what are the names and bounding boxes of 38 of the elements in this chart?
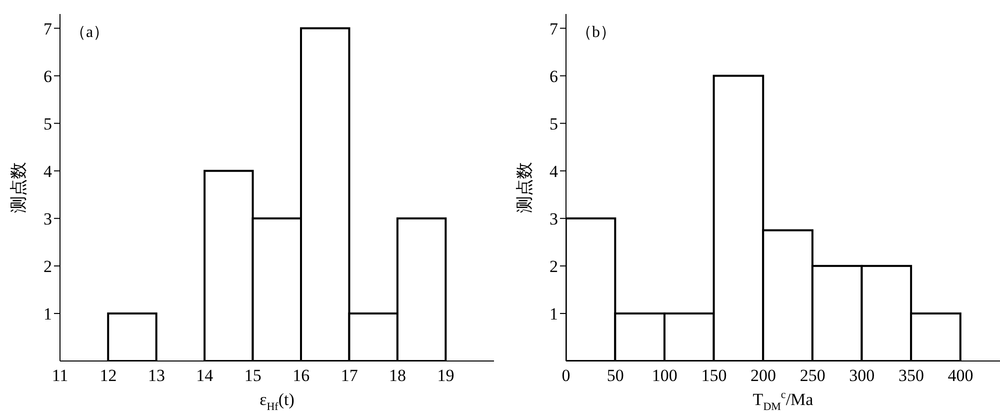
x-tick-label: 13 <box>148 366 165 386</box>
x-axis-title: ε$_{Hf}$(t) <box>260 390 294 413</box>
y-tick-label: 7 <box>44 19 52 38</box>
y-axis-title: 测点数 <box>515 162 534 213</box>
y-tick-label: 2 <box>44 256 52 276</box>
y-tick-label: 1 <box>550 304 558 324</box>
x-tick-label: 250 <box>800 366 826 386</box>
x-tick-label: 11 <box>52 366 68 386</box>
y-tick-label: 2 <box>550 256 558 276</box>
annotation: （a） <box>70 23 110 43</box>
y-tick-label: 3 <box>44 209 52 228</box>
y-tick-label: 5 <box>44 114 52 134</box>
x-tick-label: 16 <box>292 366 310 386</box>
y-tick-label: 6 <box>44 66 52 86</box>
y-tick-label: 4 <box>44 162 52 181</box>
x-tick-label: 0 <box>562 366 570 386</box>
x-tick-label: 19 <box>437 366 454 386</box>
x-tick-label: 18 <box>389 366 406 386</box>
x-tick-label: 50 <box>606 366 624 386</box>
x-tick-label: 15 <box>244 366 262 386</box>
y-axis-title: 测点数 <box>9 162 28 213</box>
x-tick-label: 350 <box>898 366 924 386</box>
x-tick-label: 100 <box>652 366 678 386</box>
x-tick-label: 400 <box>948 366 974 386</box>
y-tick-label: 7 <box>550 19 558 38</box>
x-tick-label: 300 <box>849 366 875 386</box>
y-tick-label: 3 <box>550 209 558 228</box>
annotation: （b） <box>576 23 616 43</box>
x-tick-label: 12 <box>100 366 117 386</box>
y-tick-label: 4 <box>550 162 558 181</box>
x-axis-title: T$_{DM}$$^{c}$/Ma <box>752 389 814 413</box>
x-tick-label: 150 <box>701 366 727 386</box>
x-tick-label: 17 <box>340 366 358 386</box>
x-tick-label: 200 <box>750 366 776 386</box>
x-tick-label: 14 <box>196 366 214 386</box>
y-tick-label: 6 <box>550 66 558 86</box>
y-tick-label: 1 <box>44 304 52 324</box>
y-tick-label: 5 <box>550 114 558 134</box>
